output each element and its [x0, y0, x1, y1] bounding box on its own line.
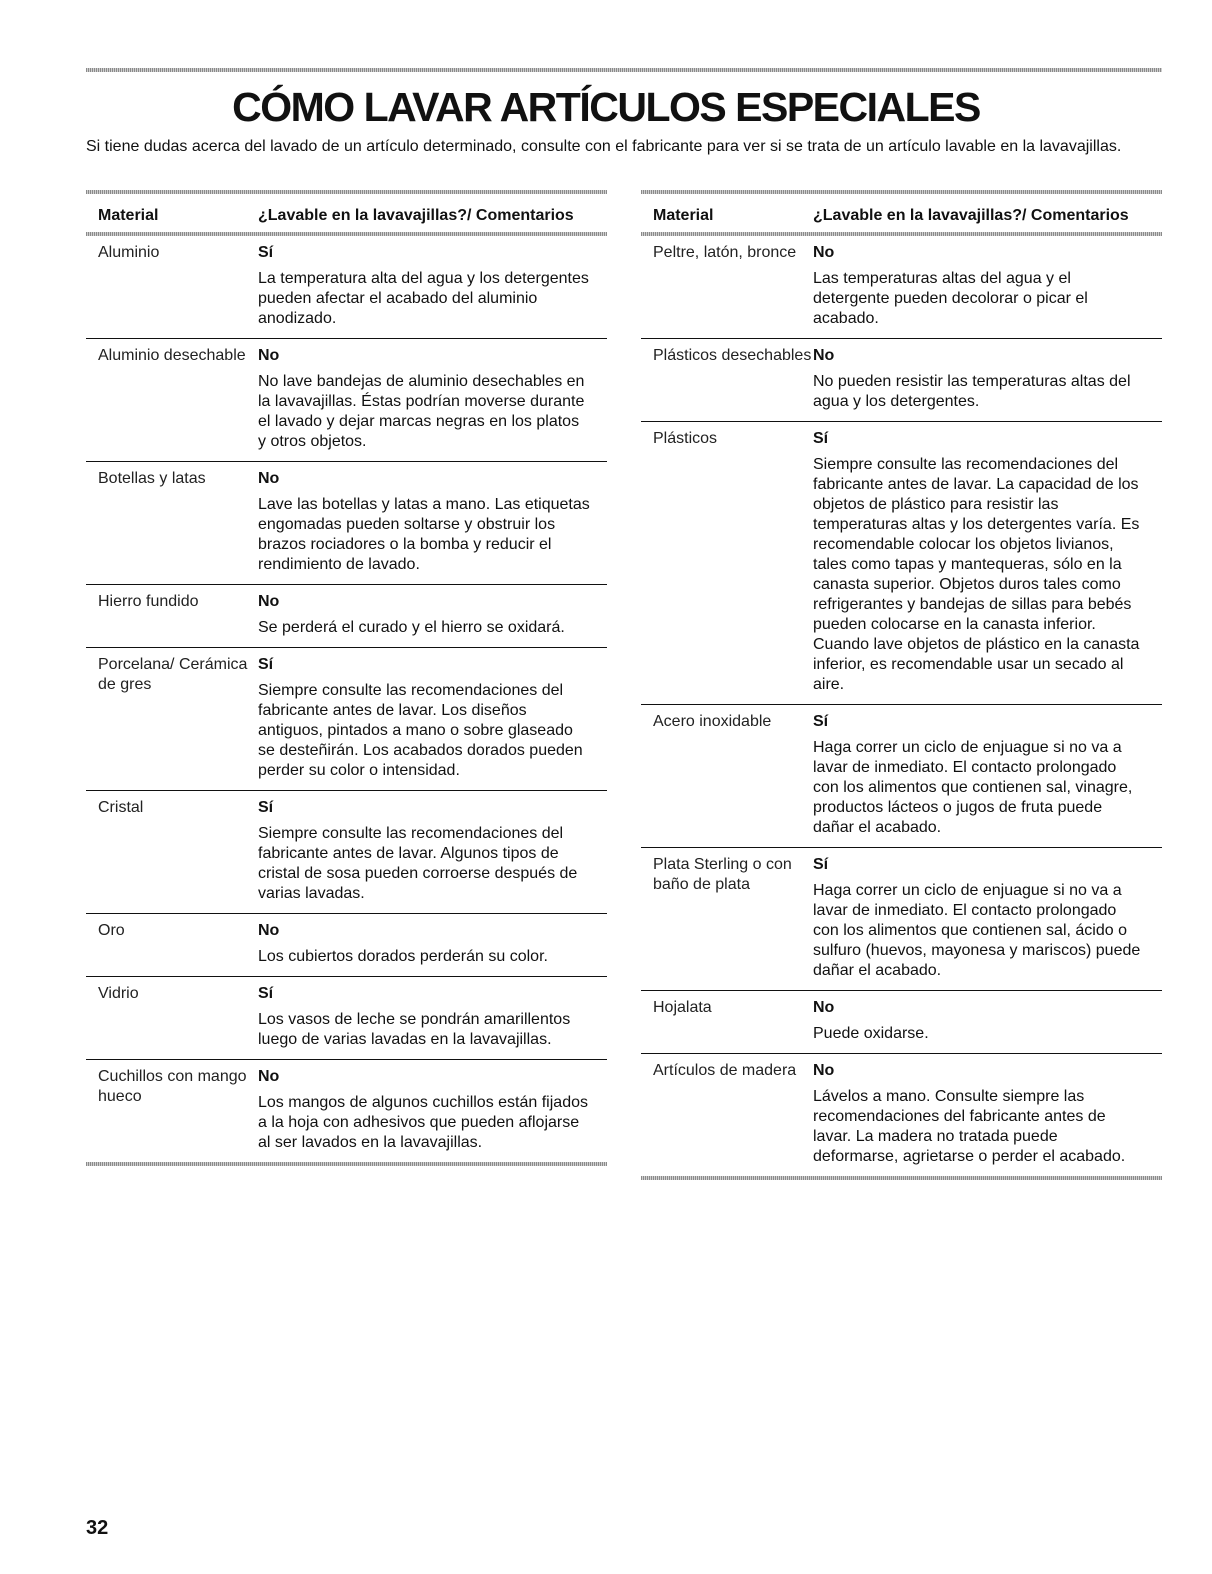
table-row: Artículos de madera No Lávelos a mano. Con… — [641, 1054, 1162, 1176]
comment-text: No pueden resistir las temperaturas alta… — [813, 373, 1131, 410]
comment-text: Siempre consulte las recomendaciones del… — [813, 456, 1140, 693]
verdict: No — [258, 593, 280, 610]
verdict: No — [813, 999, 835, 1016]
material-cell: Plata Sterling o con baño de plata — [653, 856, 792, 893]
left-table: Material ¿Lavable en la lavavajillas?/ C… — [86, 190, 607, 1166]
verdict: Sí — [258, 656, 274, 673]
verdict: No — [258, 922, 280, 939]
header-material: Material — [653, 207, 714, 224]
table-row: Aluminio Sí La temperatura alta del agua y… — [86, 236, 607, 339]
verdict: Sí — [258, 244, 274, 261]
table-row: Plásticos desechables No No pueden resisti… — [641, 339, 1162, 422]
table-row: Plásticos Sí Siempre consulte las recomend… — [641, 422, 1162, 705]
table-row: Aluminio desechable No No lave bandejas de… — [86, 339, 607, 462]
material-cell: Plásticos — [653, 430, 718, 447]
comment-text: Haga correr un ciclo de enjuague si no v… — [813, 882, 1141, 979]
verdict: No — [258, 1068, 280, 1085]
material-cell: Aluminio desechable — [98, 347, 246, 364]
comment-text: Lave las botellas y latas a mano. Las et… — [258, 496, 590, 573]
comment-text: La temperatura alta del agua y los deter… — [258, 270, 589, 327]
divider — [86, 1162, 607, 1166]
material-cell: Cuchillos con mango hueco — [98, 1068, 247, 1105]
material-cell: Plásticos desechables — [653, 347, 812, 364]
comment-text: Los mangos de algunos cuchillos están fi… — [258, 1094, 588, 1151]
comment-cell: No No pueden resistir las temperaturas al… — [813, 346, 1162, 412]
divider — [641, 1176, 1162, 1180]
comment-text: Puede oxidarse. — [813, 1025, 929, 1042]
material-cell: Porcelana/ Cerámica de gres — [98, 656, 248, 693]
comment-cell: Sí Siempre consulte las recomendaciones d… — [258, 655, 607, 781]
table-row: Cristal Sí Siempre consulte las recomendac… — [86, 791, 607, 914]
table-row: Peltre, latón, bronce No Las temperaturas … — [641, 236, 1162, 339]
verdict: Sí — [813, 856, 829, 873]
divider — [86, 232, 607, 236]
comment-text: Siempre consulte las recomendaciones del… — [258, 825, 578, 902]
verdict: No — [813, 1062, 835, 1079]
comment-text: Siempre consulte las recomendaciones del… — [258, 682, 583, 779]
material-cell: Acero inoxidable — [653, 713, 772, 730]
comment-cell: No Lávelos a mano. Consulte siempre las r… — [813, 1061, 1162, 1167]
comment-cell: No Se perderá el curado y el hierro se ox… — [258, 592, 607, 638]
header-comments: ¿Lavable en la lavavajillas?/ Comentario… — [813, 207, 1129, 224]
header-comments: ¿Lavable en la lavavajillas?/ Comentario… — [258, 207, 574, 224]
comment-cell: No Lave las botellas y latas a mano. Las … — [258, 469, 607, 575]
table-header: Material ¿Lavable en la lavavajillas?/ C… — [641, 194, 1162, 232]
table-row: Porcelana/ Cerámica de gres Sí Siempre con… — [86, 648, 607, 791]
comment-cell: No Los mangos de algunos cuchillos están … — [258, 1067, 607, 1153]
comment-cell: Sí Haga correr un ciclo de enjuague si no… — [813, 712, 1162, 838]
comment-text: No lave bandejas de aluminio desechables… — [258, 373, 585, 450]
comment-cell: Sí Siempre consulte las recomendaciones d… — [258, 798, 607, 904]
intro-text: Si tiene dudas acerca del lavado de un a… — [86, 138, 1122, 155]
material-cell: Cristal — [98, 799, 144, 816]
comment-text: Se perderá el curado y el hierro se oxid… — [258, 619, 565, 636]
comment-cell: Sí Haga correr un ciclo de enjuague si no… — [813, 855, 1162, 981]
table-row: Vidrio Sí Los vasos de leche se pondrán am… — [86, 977, 607, 1060]
material-cell: Artículos de madera — [653, 1062, 797, 1079]
comment-cell: No Las temperaturas altas del agua y el d… — [813, 243, 1162, 329]
table-header: Material ¿Lavable en la lavavajillas?/ C… — [86, 194, 607, 232]
material-cell: Oro — [98, 922, 125, 939]
page-title: CÓMO LAVAR ARTÍCULOS ESPECIALES — [232, 84, 981, 130]
divider — [86, 190, 607, 194]
verdict: No — [258, 347, 280, 364]
comment-text: Haga correr un ciclo de enjuague si no v… — [813, 739, 1133, 836]
header-material: Material — [98, 207, 159, 224]
comment-text: Las temperaturas altas del agua y el det… — [813, 270, 1088, 327]
comment-cell: Sí Siempre consulte las recomendaciones d… — [813, 429, 1162, 695]
table-row: Cuchillos con mango hueco No Los mangos de… — [86, 1060, 607, 1162]
material-cell: Vidrio — [98, 985, 139, 1002]
comment-cell: No Puede oxidarse. — [813, 998, 1162, 1044]
table-row: Oro No Los cubiertos dorados perderán su c… — [86, 914, 607, 977]
verdict: Sí — [813, 430, 829, 447]
verdict: Sí — [258, 799, 274, 816]
page-number: 32 — [86, 1517, 109, 1539]
table-row: Hojalata No Puede oxidarse. — [641, 991, 1162, 1054]
top-divider — [86, 68, 1162, 72]
divider — [641, 232, 1162, 236]
comment-cell: No Los cubiertos dorados perderán su colo… — [258, 921, 607, 967]
table-row: Botellas y latas No Lave las botellas y la… — [86, 462, 607, 585]
material-cell: Peltre, latón, bronce — [653, 244, 797, 261]
comment-text: Los vasos de leche se pondrán amarillent… — [258, 1011, 571, 1048]
verdict: Sí — [813, 713, 829, 730]
comment-cell: No No lave bandejas de aluminio desechabl… — [258, 346, 607, 452]
material-cell: Hierro fundido — [98, 593, 199, 610]
table-row: Hierro fundido No Se perderá el curado y e… — [86, 585, 607, 648]
material-cell: Botellas y latas — [98, 470, 206, 487]
comment-cell: Sí Los vasos de leche se pondrán amarille… — [258, 984, 607, 1050]
divider — [641, 190, 1162, 194]
material-cell: Hojalata — [653, 999, 712, 1016]
verdict: No — [813, 347, 835, 364]
right-table: Material ¿Lavable en la lavavajillas?/ C… — [641, 190, 1162, 1180]
verdict: Sí — [258, 985, 274, 1002]
comment-text: Los cubiertos dorados perderán su color. — [258, 948, 548, 965]
comment-cell: Sí La temperatura alta del agua y los det… — [258, 243, 607, 329]
material-cell: Aluminio — [98, 244, 160, 261]
verdict: No — [258, 470, 280, 487]
table-row: Acero inoxidable Sí Haga correr un ciclo d… — [641, 705, 1162, 848]
comment-text: Lávelos a mano. Consulte siempre las rec… — [813, 1088, 1126, 1165]
verdict: No — [813, 244, 835, 261]
table-row: Plata Sterling o con baño de plata Sí Haga… — [641, 848, 1162, 991]
